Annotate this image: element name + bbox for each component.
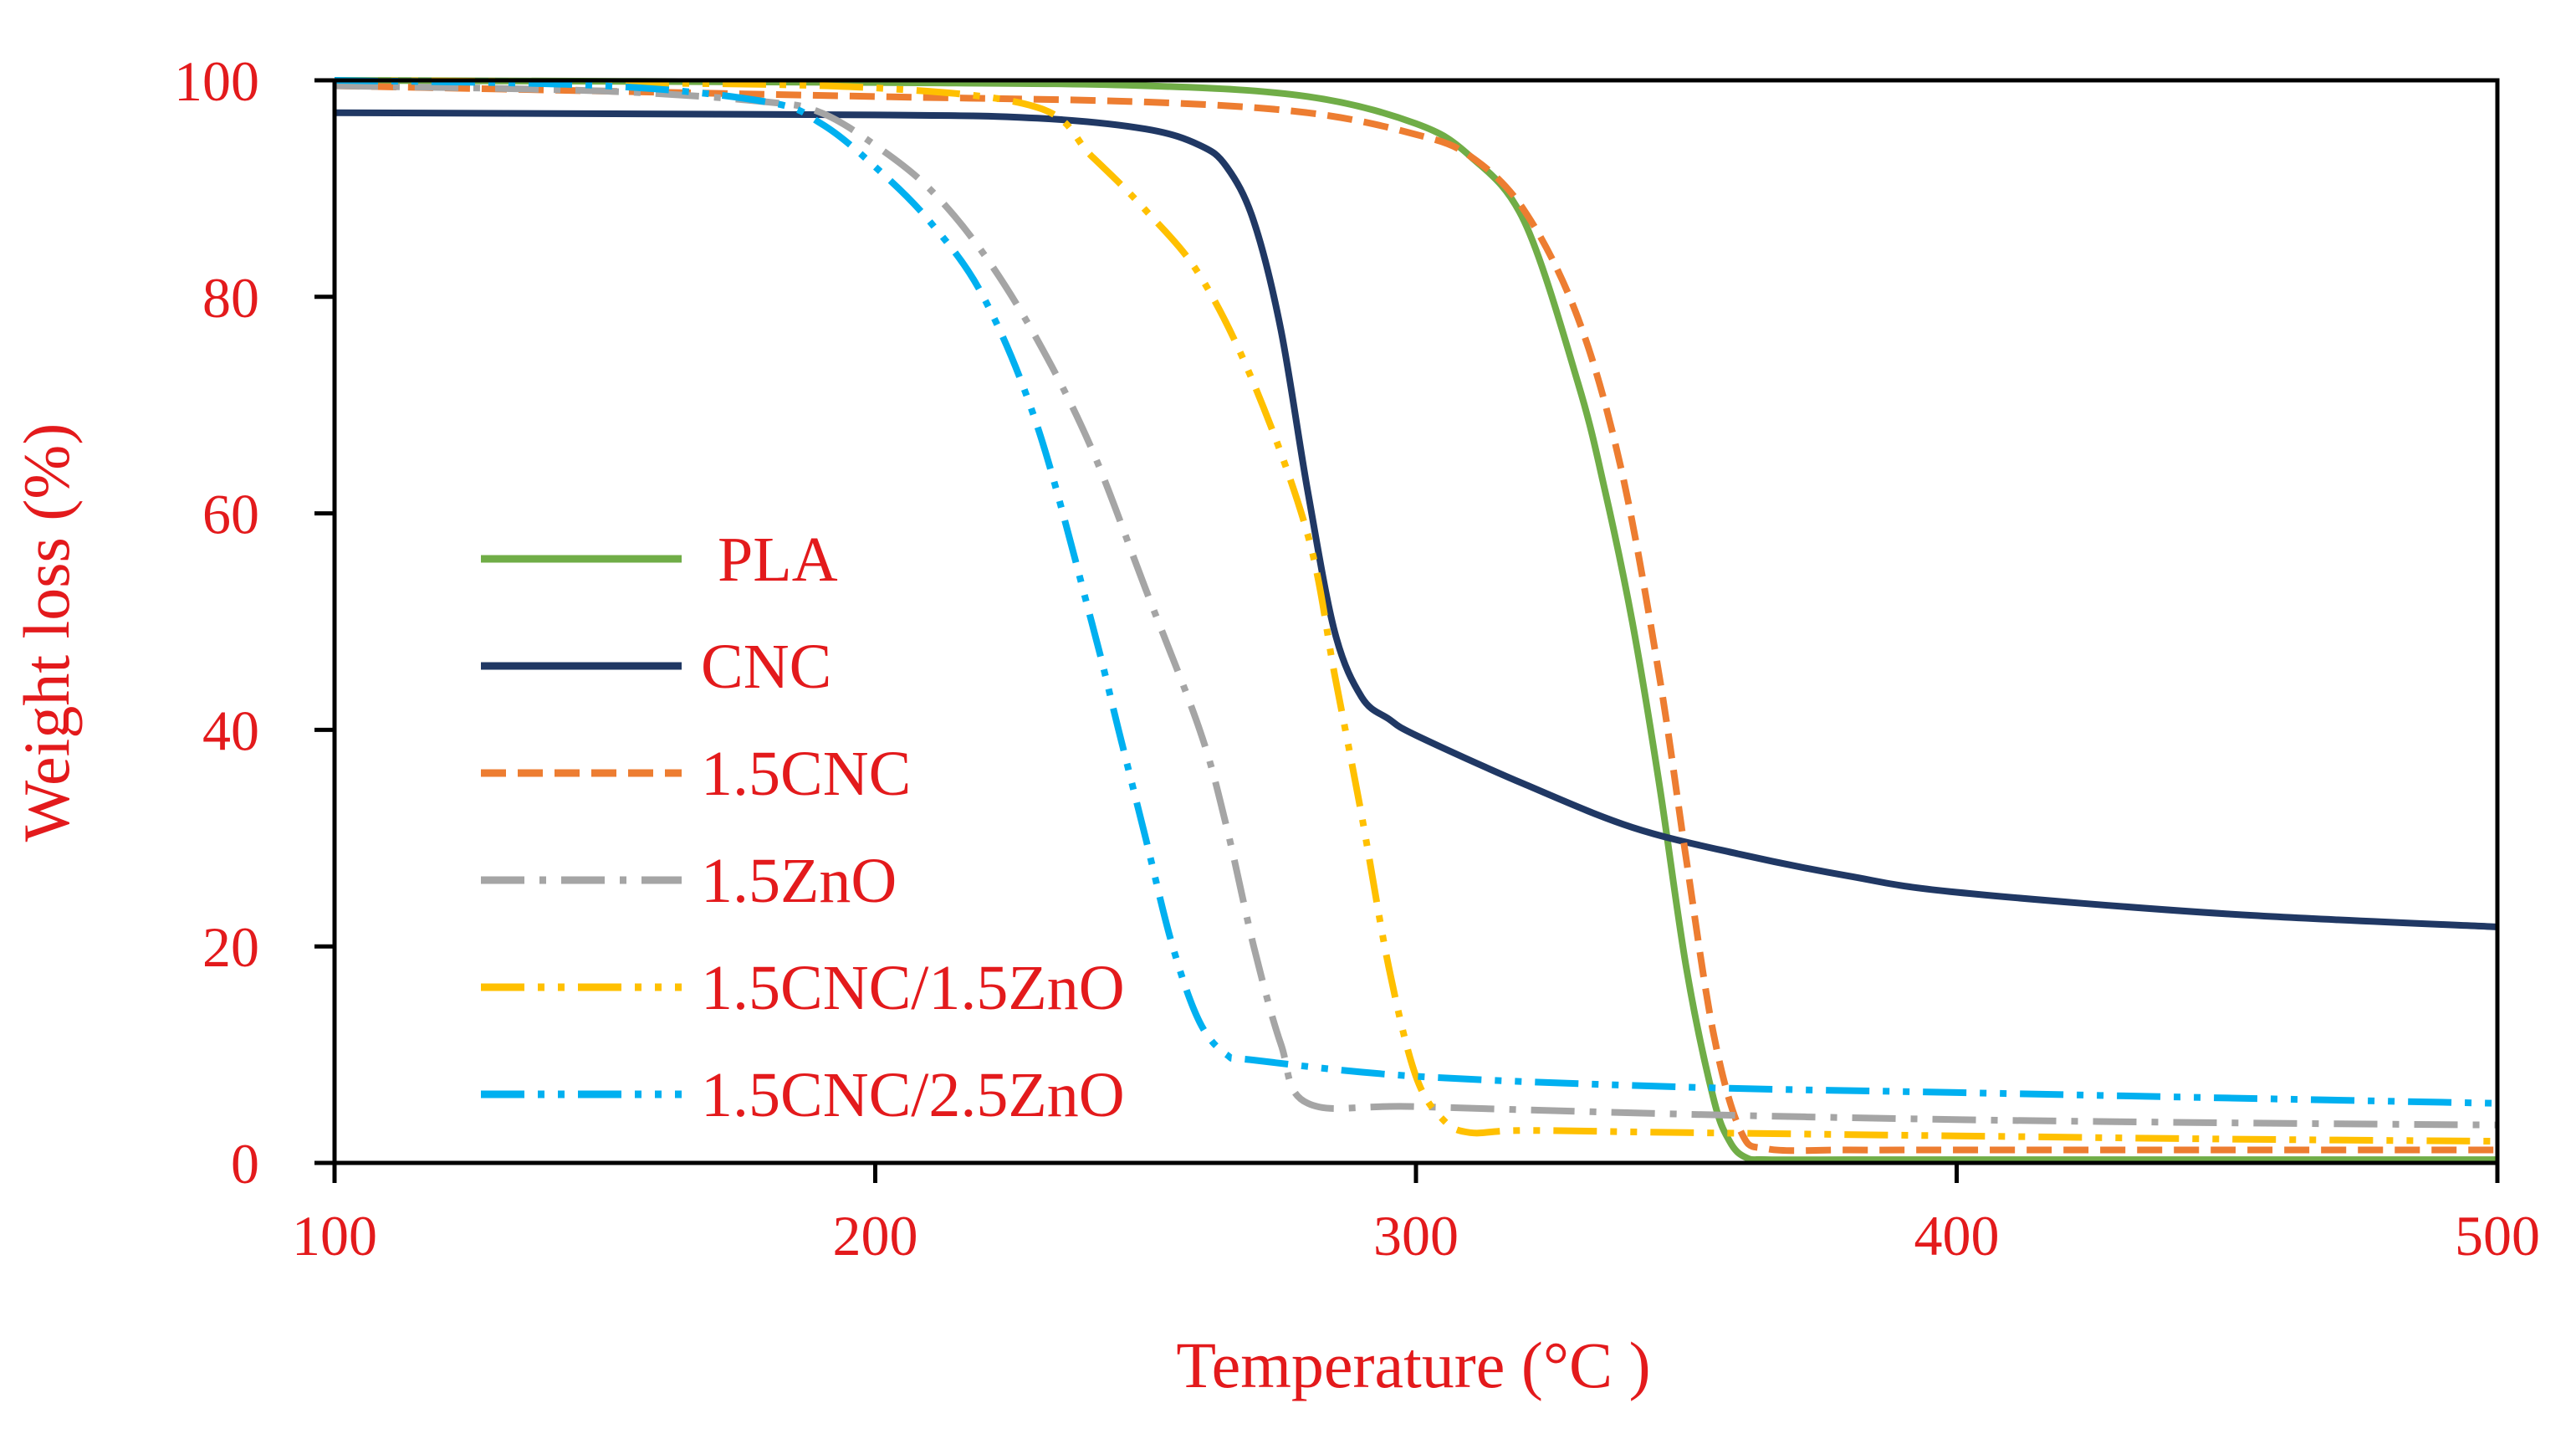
y-tick-label: 0 xyxy=(231,1132,259,1196)
legend-label: CNC xyxy=(701,632,831,702)
x-tick-label: 400 xyxy=(1914,1204,2000,1267)
series-line-1-5cnc xyxy=(334,82,2497,1155)
y-tick-label: 40 xyxy=(202,699,259,762)
legend-label: 1.5CNC/1.5ZnO xyxy=(701,953,1125,1023)
y-tick-label: 100 xyxy=(174,49,259,113)
x-tick-label: 500 xyxy=(2455,1204,2540,1267)
legend-label: 1.5CNC xyxy=(701,739,911,809)
series-line-1-5cnc-1-5zno xyxy=(334,77,2498,1145)
series-layer xyxy=(334,77,2498,1164)
x-tick-label: 300 xyxy=(1373,1204,1459,1267)
series-line-cnc xyxy=(334,109,2498,930)
series-line-1-5cnc-2-5zno xyxy=(334,77,2498,1107)
x-axis-title: Temperature (°C ) xyxy=(1176,1329,1650,1401)
x-tick-label: 100 xyxy=(292,1204,377,1267)
x-tick-label: 200 xyxy=(833,1204,918,1267)
x-axis: 100 200 300 400 500 xyxy=(292,1163,2540,1267)
legend-label: 1.5CNC/2.5ZnO xyxy=(701,1060,1125,1130)
y-tick-label: 60 xyxy=(202,483,259,546)
legend: PLA CNC 1.5CNC 1.5ZnO 1.5CNC/1.5ZnO 1.5CNC/2.… xyxy=(481,525,1125,1130)
y-tick-label: 80 xyxy=(202,266,259,330)
legend-label: 1.5ZnO xyxy=(701,846,897,916)
series-line-pla xyxy=(334,77,2497,1164)
legend-label: PLA xyxy=(718,525,838,595)
series-line-1-5zno xyxy=(334,82,2498,1129)
y-axis: 0 20 40 60 80 100 xyxy=(174,49,335,1196)
y-axis-title: Weight loss (%) xyxy=(10,423,83,842)
y-tick-label: 20 xyxy=(202,915,259,979)
